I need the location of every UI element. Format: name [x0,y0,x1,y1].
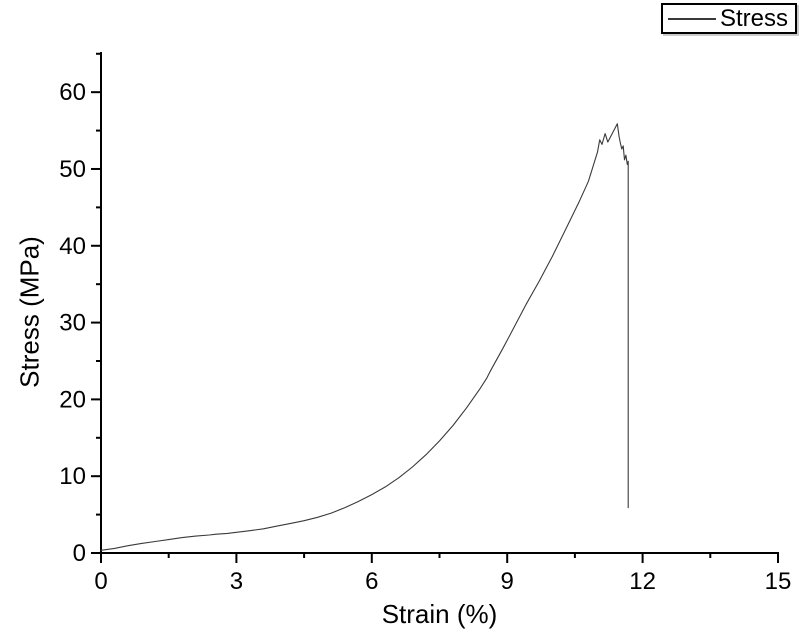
x-tick-label: 6 [365,568,378,595]
y-tick-label: 50 [59,156,86,183]
x-tick-label: 0 [94,568,107,595]
legend-label: Stress [720,4,789,32]
axes [100,52,779,554]
y-tick-label: 60 [59,79,86,106]
x-axis-title: Strain (%) [381,599,498,629]
legend: Stress [661,3,797,34]
x-tick-label: 9 [501,568,514,595]
y-tick-label: 0 [73,540,86,567]
x-tick-label: 12 [629,568,656,595]
stress-curve [100,123,629,551]
tick-labels: 0 3 6 9 12 15 0 10 20 30 40 50 60 [59,79,791,595]
y-tick-label: 10 [59,463,86,490]
y-tick-label: 40 [59,233,86,260]
y-tick-label: 20 [59,386,86,413]
legend-line-sample-icon [668,17,716,20]
y-tick-label: 30 [59,310,86,337]
y-axis-title: Stress (MPa) [14,236,45,388]
ticks [91,52,779,563]
x-tick-label: 15 [765,568,792,595]
x-tick-label: 3 [230,568,243,595]
